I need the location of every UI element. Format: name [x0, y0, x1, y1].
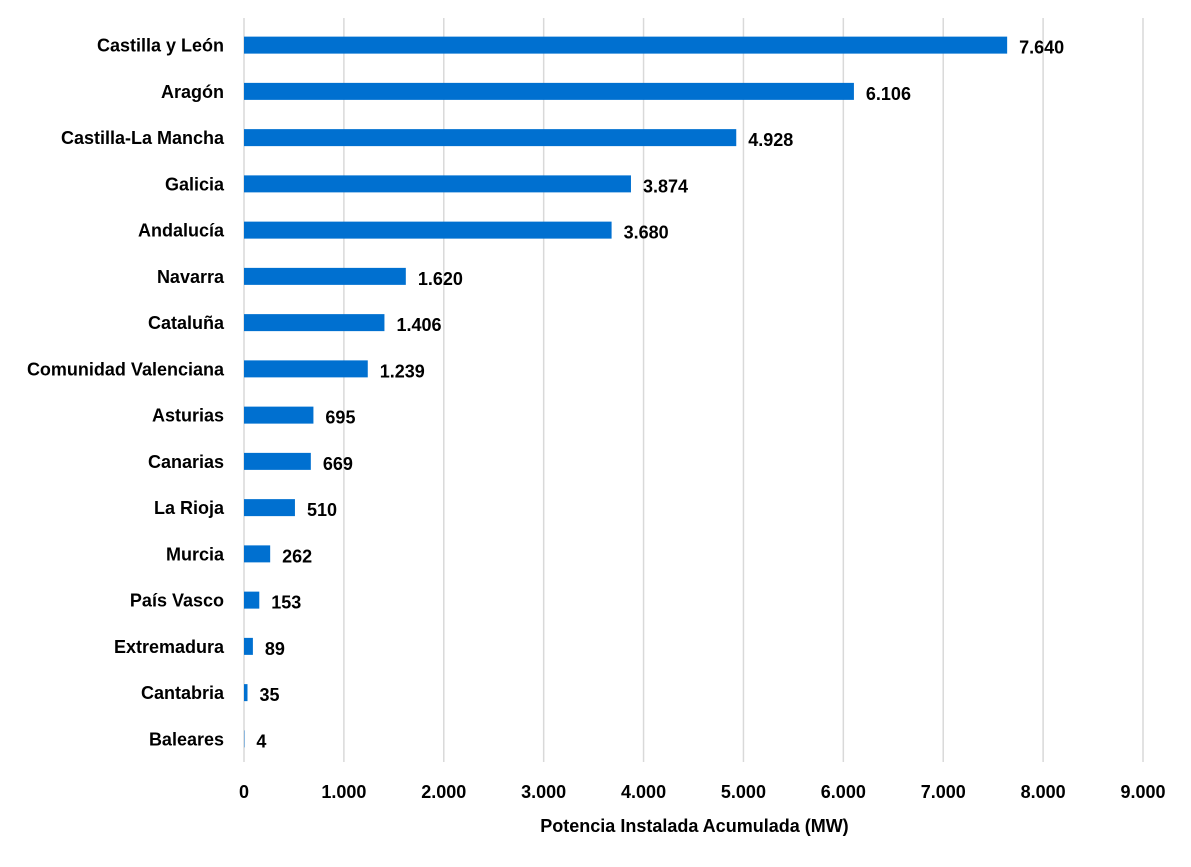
category-label: Murcia — [166, 544, 225, 564]
x-tick-label: 8.000 — [1021, 782, 1066, 802]
x-axis-title: Potencia Instalada Acumulada (MW) — [540, 816, 848, 836]
data-label: 7.640 — [1019, 38, 1064, 58]
x-tick-label: 6.000 — [821, 782, 866, 802]
data-label: 262 — [282, 546, 312, 566]
bar — [244, 407, 313, 424]
x-tick-label: 5.000 — [721, 782, 766, 802]
data-label: 1.620 — [418, 269, 463, 289]
bar — [244, 37, 1007, 54]
bar — [244, 314, 384, 331]
data-label: 6.106 — [866, 84, 911, 104]
bar — [244, 499, 295, 516]
bar — [244, 268, 406, 285]
bar — [244, 129, 736, 146]
bar — [244, 684, 247, 701]
data-label: 153 — [271, 593, 301, 613]
data-label: 510 — [307, 500, 337, 520]
category-label: Galicia — [165, 174, 225, 194]
bar — [244, 453, 311, 470]
bars — [244, 37, 1007, 748]
category-label: Comunidad Valenciana — [27, 359, 225, 379]
category-label: La Rioja — [154, 498, 225, 518]
data-label: 669 — [323, 454, 353, 474]
data-label: 35 — [259, 685, 279, 705]
bar — [244, 83, 854, 100]
bar — [244, 175, 631, 192]
x-tick-label: 2.000 — [421, 782, 466, 802]
category-label: Andalucía — [138, 221, 225, 241]
x-tick-label: 9.000 — [1120, 782, 1165, 802]
data-label: 1.239 — [380, 361, 425, 381]
category-labels: Castilla y León Aragón Castilla-La Mancha G… — [27, 36, 225, 750]
bar — [244, 222, 612, 239]
category-label: Navarra — [157, 267, 225, 287]
bar — [244, 638, 253, 655]
data-label: 695 — [325, 408, 355, 428]
category-label: Aragón — [161, 82, 224, 102]
category-label: Baleares — [149, 729, 224, 749]
x-tick-label: 3.000 — [521, 782, 566, 802]
category-label: País Vasco — [130, 591, 224, 611]
category-label: Cataluña — [148, 313, 225, 333]
data-label: 4 — [256, 731, 266, 751]
data-label: 3.680 — [624, 223, 669, 243]
bar — [244, 360, 368, 377]
data-label: 3.874 — [643, 176, 688, 196]
category-label: Canarias — [148, 452, 224, 472]
data-label: 4.928 — [748, 130, 793, 150]
x-tick-label: 1.000 — [321, 782, 366, 802]
category-label: Castilla y León — [97, 36, 224, 56]
bar — [244, 592, 259, 609]
x-tick-labels: 0 1.000 2.000 3.000 4.000 5.000 6.000 7.000 8.00… — [239, 782, 1166, 802]
bar — [244, 545, 270, 562]
category-label: Extremadura — [114, 637, 225, 657]
category-label: Cantabria — [141, 683, 225, 703]
data-label: 1.406 — [396, 315, 441, 335]
x-tick-label: 4.000 — [621, 782, 666, 802]
category-label: Asturias — [152, 406, 224, 426]
category-label: Castilla-La Mancha — [61, 128, 225, 148]
x-tick-label: 7.000 — [921, 782, 966, 802]
data-label: 89 — [265, 639, 285, 659]
x-tick-label: 0 — [239, 782, 249, 802]
